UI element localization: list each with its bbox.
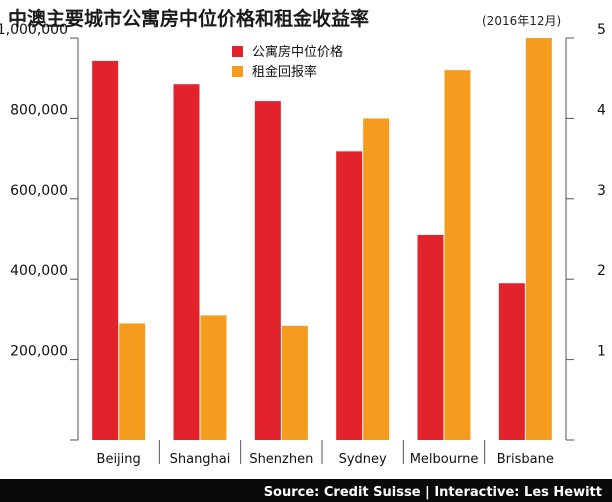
legend-swatch-price — [232, 46, 243, 57]
legend-label-price: 公寓房中位价格 — [252, 44, 343, 60]
right-axis: 1 2 3 4 5 — [565, 22, 606, 441]
right-tick-label: 2 — [597, 263, 606, 279]
bars — [92, 38, 552, 441]
bar-price-melbourne — [417, 234, 444, 440]
chart-title: 中澳主要城市公寓房中位价格和租金收益率 — [8, 7, 369, 30]
category-label: Beijing — [97, 452, 141, 467]
bar-yield-melbourne — [444, 70, 471, 440]
left-tick-label: 400,000 — [10, 263, 68, 279]
left-tick-label: 600,000 — [10, 183, 68, 199]
legend-swatch-yield — [232, 66, 243, 77]
right-tick-label: 1 — [597, 344, 606, 360]
bar-price-shenzhen — [254, 101, 281, 440]
left-tick-label: 1,000,000 — [0, 22, 68, 38]
source-text: Source: Credit Suisse | Interactive: Les… — [264, 485, 602, 500]
legend: 公寓房中位价格 租金回报率 — [232, 44, 343, 80]
legend-label-yield: 租金回报率 — [252, 64, 317, 80]
left-axis: 200,000 400,000 600,000 800,000 1,000,000 — [0, 22, 79, 441]
category-label: Brisbane — [497, 452, 554, 467]
bar-yield-brisbane — [525, 38, 552, 440]
bar-price-shanghai — [173, 84, 200, 440]
source-bar — [0, 479, 612, 502]
category-label: Shenzhen — [249, 452, 313, 467]
bar-price-sydney — [336, 151, 363, 440]
bar-yield-beijing — [119, 323, 146, 440]
category-label: Shanghai — [170, 452, 231, 467]
chart-subtitle: (2016年12月) — [482, 14, 561, 28]
category-label: Sydney — [339, 452, 387, 467]
right-tick-label: 5 — [597, 22, 606, 38]
bar-price-brisbane — [498, 283, 525, 440]
bar-yield-shanghai — [200, 315, 227, 440]
category-labels: Beijing Shanghai Shenzhen Sydney Melbourne Br… — [97, 440, 554, 467]
right-tick-label: 3 — [597, 183, 606, 199]
left-tick-label: 200,000 — [10, 344, 68, 360]
category-label: Melbourne — [410, 452, 479, 467]
bar-yield-shenzhen — [281, 325, 308, 440]
right-tick-label: 4 — [597, 102, 606, 118]
left-tick-label: 800,000 — [10, 102, 68, 118]
bar-yield-sydney — [363, 118, 390, 441]
bar-price-beijing — [92, 60, 119, 440]
